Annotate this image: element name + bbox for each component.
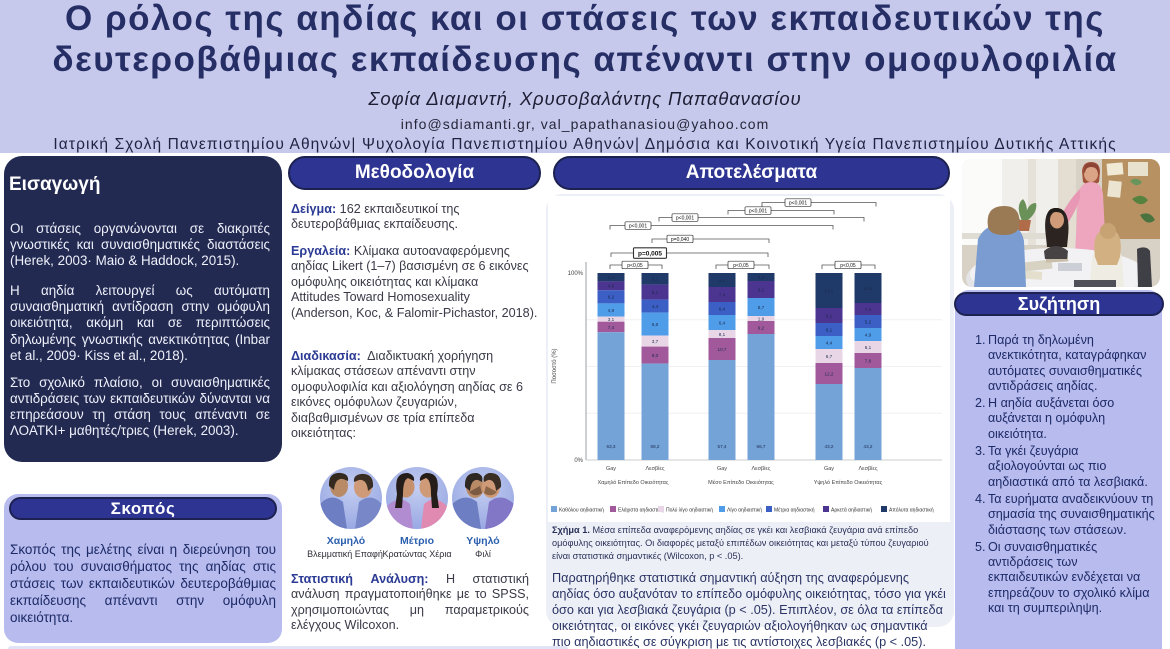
svg-text:7,8: 7,8 — [865, 358, 872, 363]
svg-text:Λεσβίες: Λεσβίες — [751, 466, 770, 472]
svg-text:Απόλυτα αηδιαστική: Απόλυτα αηδιαστική — [889, 507, 934, 514]
svg-text:Μέτρια αηδιαστική: Μέτρια αηδιαστική — [774, 507, 815, 514]
svg-text:9,2: 9,2 — [758, 325, 765, 330]
svg-text:68,2: 68,2 — [651, 444, 660, 449]
svg-text:43,2: 43,2 — [825, 444, 834, 449]
svg-text:3,1: 3,1 — [652, 277, 659, 282]
svg-text:3,0: 3,0 — [758, 275, 765, 280]
svg-text:Λίγο αηδιαστική: Λίγο αηδιαστική — [727, 507, 762, 514]
svg-text:p<0,001: p<0,001 — [789, 200, 807, 206]
svg-text:8,1: 8,1 — [719, 332, 726, 337]
svg-text:66,7: 66,7 — [757, 444, 766, 449]
svg-text:15,4: 15,4 — [864, 286, 873, 291]
svg-text:6,4: 6,4 — [719, 320, 726, 325]
svg-text:4,4: 4,4 — [719, 278, 726, 283]
svg-text:7,4: 7,4 — [719, 292, 726, 297]
svg-text:6,1: 6,1 — [652, 290, 659, 295]
svg-text:6,6: 6,6 — [652, 322, 659, 327]
svg-text:0%: 0% — [574, 458, 583, 464]
svg-text:4,9: 4,9 — [865, 332, 872, 337]
svg-text:100%: 100% — [568, 271, 584, 277]
svg-text:Καθόλου αηδιαστική: Καθόλου αηδιαστική — [559, 507, 604, 514]
svg-text:Πολύ λίγο αηδιαστική: Πολύ λίγο αηδιαστική — [666, 507, 713, 514]
svg-text:p=0,040: p=0,040 — [671, 237, 689, 243]
svg-text:Ποσοστό (%): Ποσοστό (%) — [551, 348, 558, 383]
svg-text:Gay: Gay — [824, 466, 834, 472]
svg-text:7,4: 7,4 — [608, 325, 615, 330]
svg-text:6,1: 6,1 — [826, 327, 833, 332]
svg-text:10,7: 10,7 — [718, 347, 727, 352]
svg-text:1,9: 1,9 — [758, 316, 765, 321]
svg-text:63,3: 63,3 — [607, 444, 616, 449]
svg-text:Υψηλό Επίπεδο Οικειότητας: Υψηλό Επίπεδο Οικειότητας — [814, 479, 883, 486]
svg-text:Λεσβίες: Λεσβίες — [858, 466, 877, 472]
svg-text:8,0: 8,0 — [652, 353, 659, 358]
svg-text:17,6: 17,6 — [825, 288, 834, 293]
svg-text:7,4: 7,4 — [865, 307, 872, 312]
svg-text:p<0,05: p<0,05 — [733, 263, 749, 269]
svg-text:Αρκετά αηδιαστική: Αρκετά αηδιαστική — [831, 507, 872, 514]
svg-text:5,2: 5,2 — [865, 319, 872, 324]
svg-text:4,9: 4,9 — [608, 284, 615, 289]
svg-text:6,4: 6,4 — [719, 306, 726, 311]
svg-text:p<0,001: p<0,001 — [629, 223, 647, 229]
svg-text:Χαμηλό Επίπεδο Οικειότητας: Χαμηλό Επίπεδο Οικειότητας — [598, 479, 669, 486]
svg-text:4,4: 4,4 — [652, 304, 659, 309]
svg-text:57,4: 57,4 — [718, 444, 727, 449]
svg-text:3,7: 3,7 — [652, 339, 659, 344]
svg-text:Gay: Gay — [606, 466, 616, 472]
svg-text:p<0,05: p<0,05 — [627, 263, 643, 269]
svg-text:6,1: 6,1 — [865, 345, 872, 350]
svg-text:3,4: 3,4 — [608, 275, 615, 280]
svg-text:p<0,001: p<0,001 — [749, 208, 767, 214]
svg-text:8,7: 8,7 — [758, 305, 765, 310]
svg-text:6,2: 6,2 — [608, 295, 615, 300]
svg-text:6,1: 6,1 — [758, 287, 765, 292]
svg-text:4,9: 4,9 — [608, 308, 615, 313]
svg-text:Ελάχιστα αηδιαστική: Ελάχιστα αηδιαστική — [618, 507, 664, 514]
svg-text:12,2: 12,2 — [825, 371, 834, 376]
svg-text:4,4: 4,4 — [826, 340, 833, 345]
svg-text:3,1: 3,1 — [608, 317, 615, 322]
svg-text:p<0,001: p<0,001 — [676, 215, 694, 221]
svg-text:6,1: 6,1 — [826, 313, 833, 318]
svg-text:Λεσβίες: Λεσβίες — [645, 466, 664, 472]
svg-text:p<0,05: p<0,05 — [840, 263, 856, 269]
svg-text:Μέσο Επίπεδο Οικειότητας: Μέσο Επίπεδο Οικειότητας — [708, 479, 774, 486]
svg-text:43,2: 43,2 — [864, 444, 873, 449]
svg-text:Gay: Gay — [717, 466, 727, 472]
svg-text:6,7: 6,7 — [826, 354, 833, 359]
svg-text:p=0,005: p=0,005 — [638, 251, 662, 258]
